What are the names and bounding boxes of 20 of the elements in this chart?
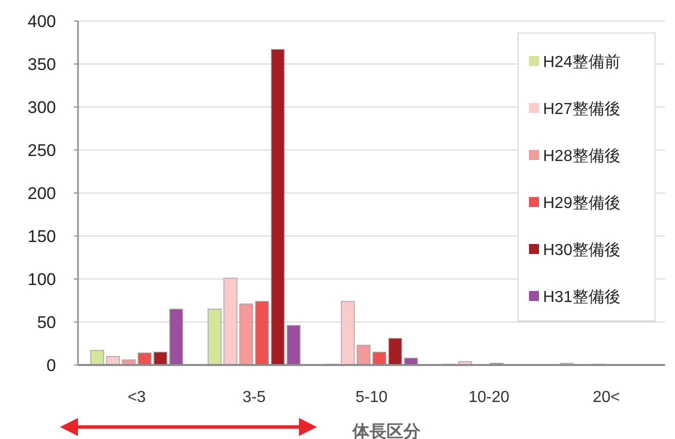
y-tick-label: 400 (28, 12, 56, 31)
legend-label: H27整備後 (543, 100, 620, 118)
y-tick-label: 0 (46, 356, 56, 375)
y-tick-label: 100 (28, 270, 56, 289)
legend-label: H28整備後 (543, 147, 620, 165)
y-tick-label: 50 (37, 313, 56, 332)
legend-label: H29整備後 (543, 194, 620, 212)
y-tick-label: 150 (28, 227, 56, 246)
x-tick-label: 5-10 (355, 389, 388, 406)
y-tick-label: 200 (28, 184, 56, 203)
legend-label: H24整備前 (543, 53, 620, 71)
x-tick-label: 10-20 (468, 389, 510, 406)
y-tick-label: 300 (28, 98, 56, 117)
legend-label: H30整備後 (543, 241, 620, 259)
legend-label: H31整備後 (543, 288, 620, 306)
y-tick-label: 350 (28, 55, 56, 74)
x-tick-label: 20< (592, 389, 620, 406)
x-tick-label: <3 (128, 389, 146, 406)
x-tick-label: 3-5 (242, 389, 266, 406)
y-tick-label: 250 (28, 141, 56, 160)
